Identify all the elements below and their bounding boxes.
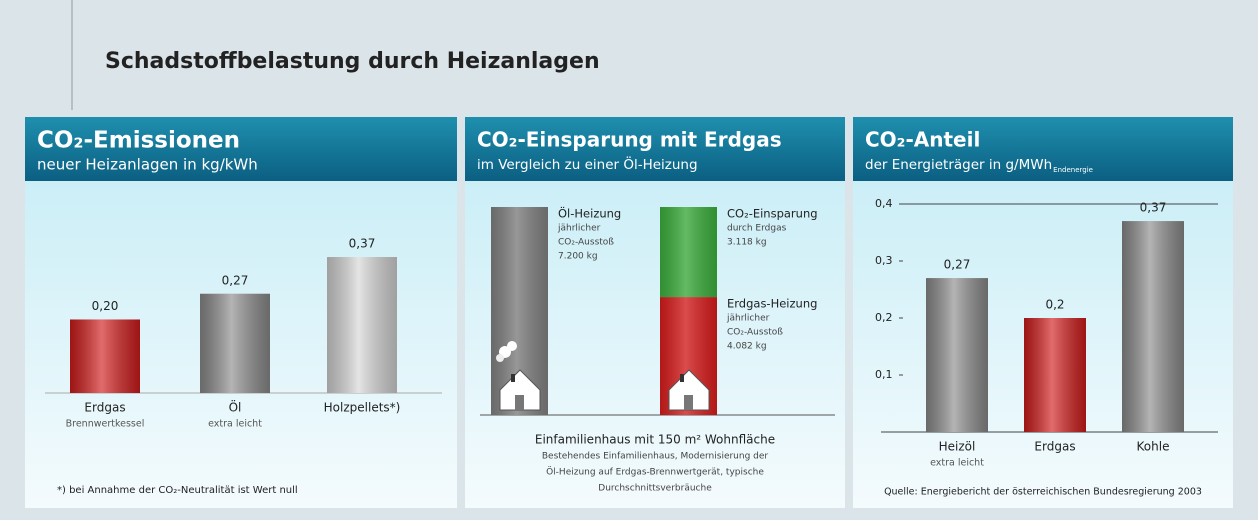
page-title: Schadstoffbelastung durch Heizanlagen: [105, 49, 600, 74]
panel-header: [465, 117, 845, 181]
house: [499, 369, 541, 411]
caption: Einfamilienhaus mit 150 m² Wohnfläche: [535, 433, 775, 447]
bar-shine: [1024, 318, 1086, 432]
category-label: Öl: [229, 399, 242, 415]
bar-shine: [926, 278, 988, 432]
note: Öl-Heizung auf Erdgas-Brennwertgerät, ty…: [546, 467, 764, 478]
value-label: 7.200 kg: [558, 252, 598, 262]
category-label: Erdgas: [84, 401, 125, 415]
note: Bestehendes Einfamilienhaus, Modernisier…: [542, 452, 769, 462]
panel-subtitle: neuer Heizanlagen in kg/kWh: [37, 156, 258, 174]
panel-title: CO₂-Einsparung mit Erdgas: [477, 128, 782, 152]
bar-shine: [327, 257, 397, 393]
value-label: 0,27: [222, 273, 249, 287]
value-label: 3.118 kg: [727, 238, 767, 248]
bar-shine: [660, 207, 717, 298]
panel-title: CO₂-Anteil: [865, 128, 980, 152]
panel-header: [853, 117, 1233, 181]
y-tick-label: 0,1: [875, 368, 893, 381]
footnote: *) bei Annahme der CO₂-Neutralität ist W…: [57, 485, 298, 496]
series-name: Erdgas-Heizung: [727, 297, 817, 311]
value-label: 0,37: [349, 237, 376, 251]
panel-title: CO₂-Emissionen: [37, 128, 240, 154]
chimney: [680, 374, 684, 382]
category-label: Kohle: [1137, 440, 1170, 454]
series-name: Öl-Heizung: [558, 205, 621, 221]
y-tick-label: 0,3: [875, 254, 893, 267]
value-label: 0,20: [92, 299, 119, 313]
note: Durchschnittsverbräuche: [598, 484, 712, 494]
series-name: CO₂-Einsparung: [727, 207, 818, 221]
series-note: CO₂-Ausstoß: [727, 328, 783, 338]
y-tick-label: 0,4: [875, 197, 893, 210]
door: [684, 395, 693, 410]
value-label: 4.082 kg: [727, 342, 767, 352]
series-note: jährlicher: [726, 314, 770, 324]
category-sublabel: Brennwertkessel: [66, 419, 145, 430]
panel-subtitle-sub: Endenergie: [1053, 166, 1093, 174]
category-sublabel: extra leicht: [208, 419, 262, 430]
houses: [496, 341, 710, 411]
smoke: [507, 341, 517, 351]
category-sublabel: extra leicht: [930, 458, 984, 469]
panel-header: [25, 117, 457, 181]
category-label: Holzpellets*): [324, 401, 401, 415]
house: [668, 369, 710, 411]
series-note: CO₂-Ausstoß: [558, 238, 614, 248]
value-label: 0,27: [944, 258, 971, 272]
category-label: Heizöl: [939, 440, 976, 454]
bar-shine: [200, 293, 270, 393]
panel-subtitle: der Energieträger in g/MWh: [865, 157, 1052, 173]
smoke: [496, 354, 504, 362]
y-tick-label: 0,2: [875, 311, 893, 324]
category-label: Erdgas: [1034, 440, 1075, 454]
source: Quelle: Energiebericht der österreichisc…: [884, 487, 1202, 498]
series-note: durch Erdgas: [727, 224, 787, 234]
bar-shine: [1122, 221, 1184, 432]
series-note: jährlicher: [557, 224, 601, 234]
value-label: 0,37: [1140, 201, 1167, 215]
panel-subtitle: im Vergleich zu einer Öl-Heizung: [477, 155, 698, 173]
value-label: 0,2: [1045, 298, 1064, 312]
door: [515, 395, 524, 410]
bar-shine: [70, 319, 140, 393]
chimney: [511, 374, 515, 382]
